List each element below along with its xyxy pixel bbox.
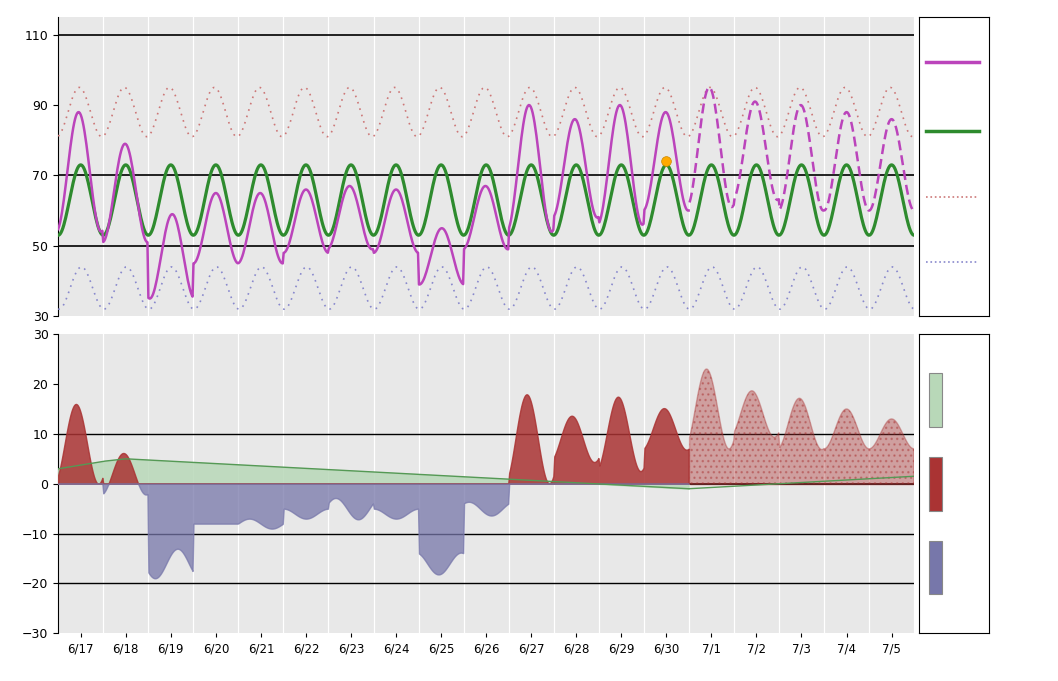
FancyBboxPatch shape xyxy=(929,373,942,427)
FancyBboxPatch shape xyxy=(929,541,942,595)
FancyBboxPatch shape xyxy=(929,457,942,511)
